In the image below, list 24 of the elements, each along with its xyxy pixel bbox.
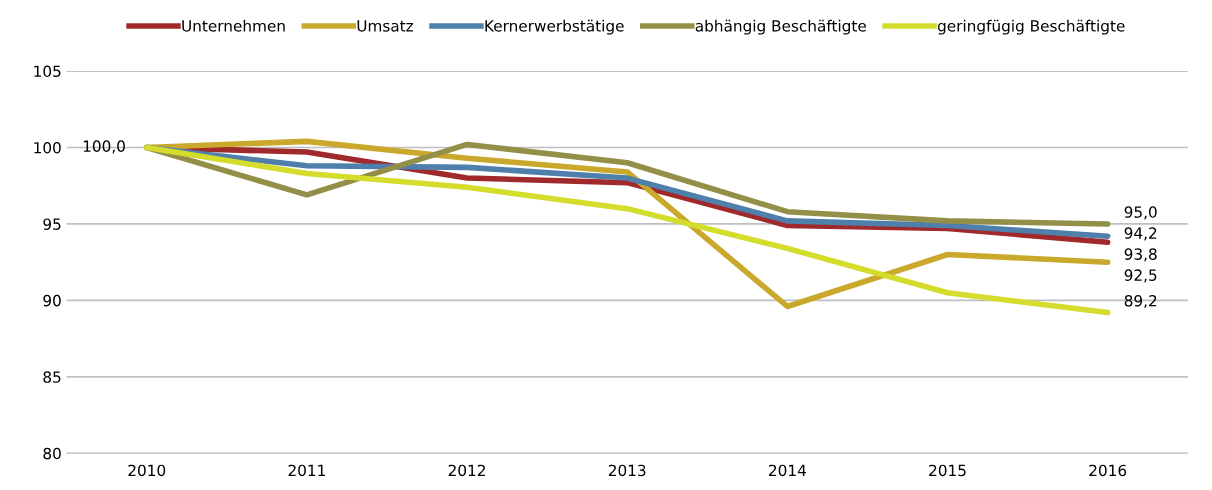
data-label: 92,5 bbox=[1124, 269, 1157, 283]
x-tick-label: 2010 bbox=[128, 464, 166, 477]
x-tick-label: 2016 bbox=[1089, 464, 1127, 477]
legend-label: Umsatz bbox=[357, 20, 414, 32]
data-label: 100,0 bbox=[83, 140, 125, 154]
x-tick-label: 2014 bbox=[769, 464, 806, 477]
y-tick-label: 105 bbox=[34, 65, 61, 78]
legend-label: geringfügig Beschäftigte bbox=[937, 19, 1125, 35]
x-tick-label: 2011 bbox=[288, 464, 325, 477]
data-label: 94,2 bbox=[1124, 227, 1157, 241]
legend-label: Unternehmen bbox=[182, 19, 285, 32]
x-tick-label: 2012 bbox=[448, 464, 485, 477]
x-tick-label: 2015 bbox=[929, 464, 966, 477]
y-tick-label: 95 bbox=[43, 218, 61, 230]
legend-label: abhängig Beschäftigte bbox=[695, 19, 866, 35]
x-tick-label: 2013 bbox=[608, 464, 646, 477]
y-tick-label: 80 bbox=[43, 447, 61, 460]
y-tick-label: 90 bbox=[43, 294, 61, 307]
y-tick-label: 85 bbox=[43, 371, 61, 383]
y-tick-label: 100 bbox=[34, 141, 61, 154]
data-label: 89,2 bbox=[1124, 294, 1157, 309]
legend-label: Kernerwerbstätige bbox=[485, 19, 624, 35]
data-label: 95,0 bbox=[1124, 206, 1157, 220]
data-label: 93,8 bbox=[1124, 248, 1157, 262]
